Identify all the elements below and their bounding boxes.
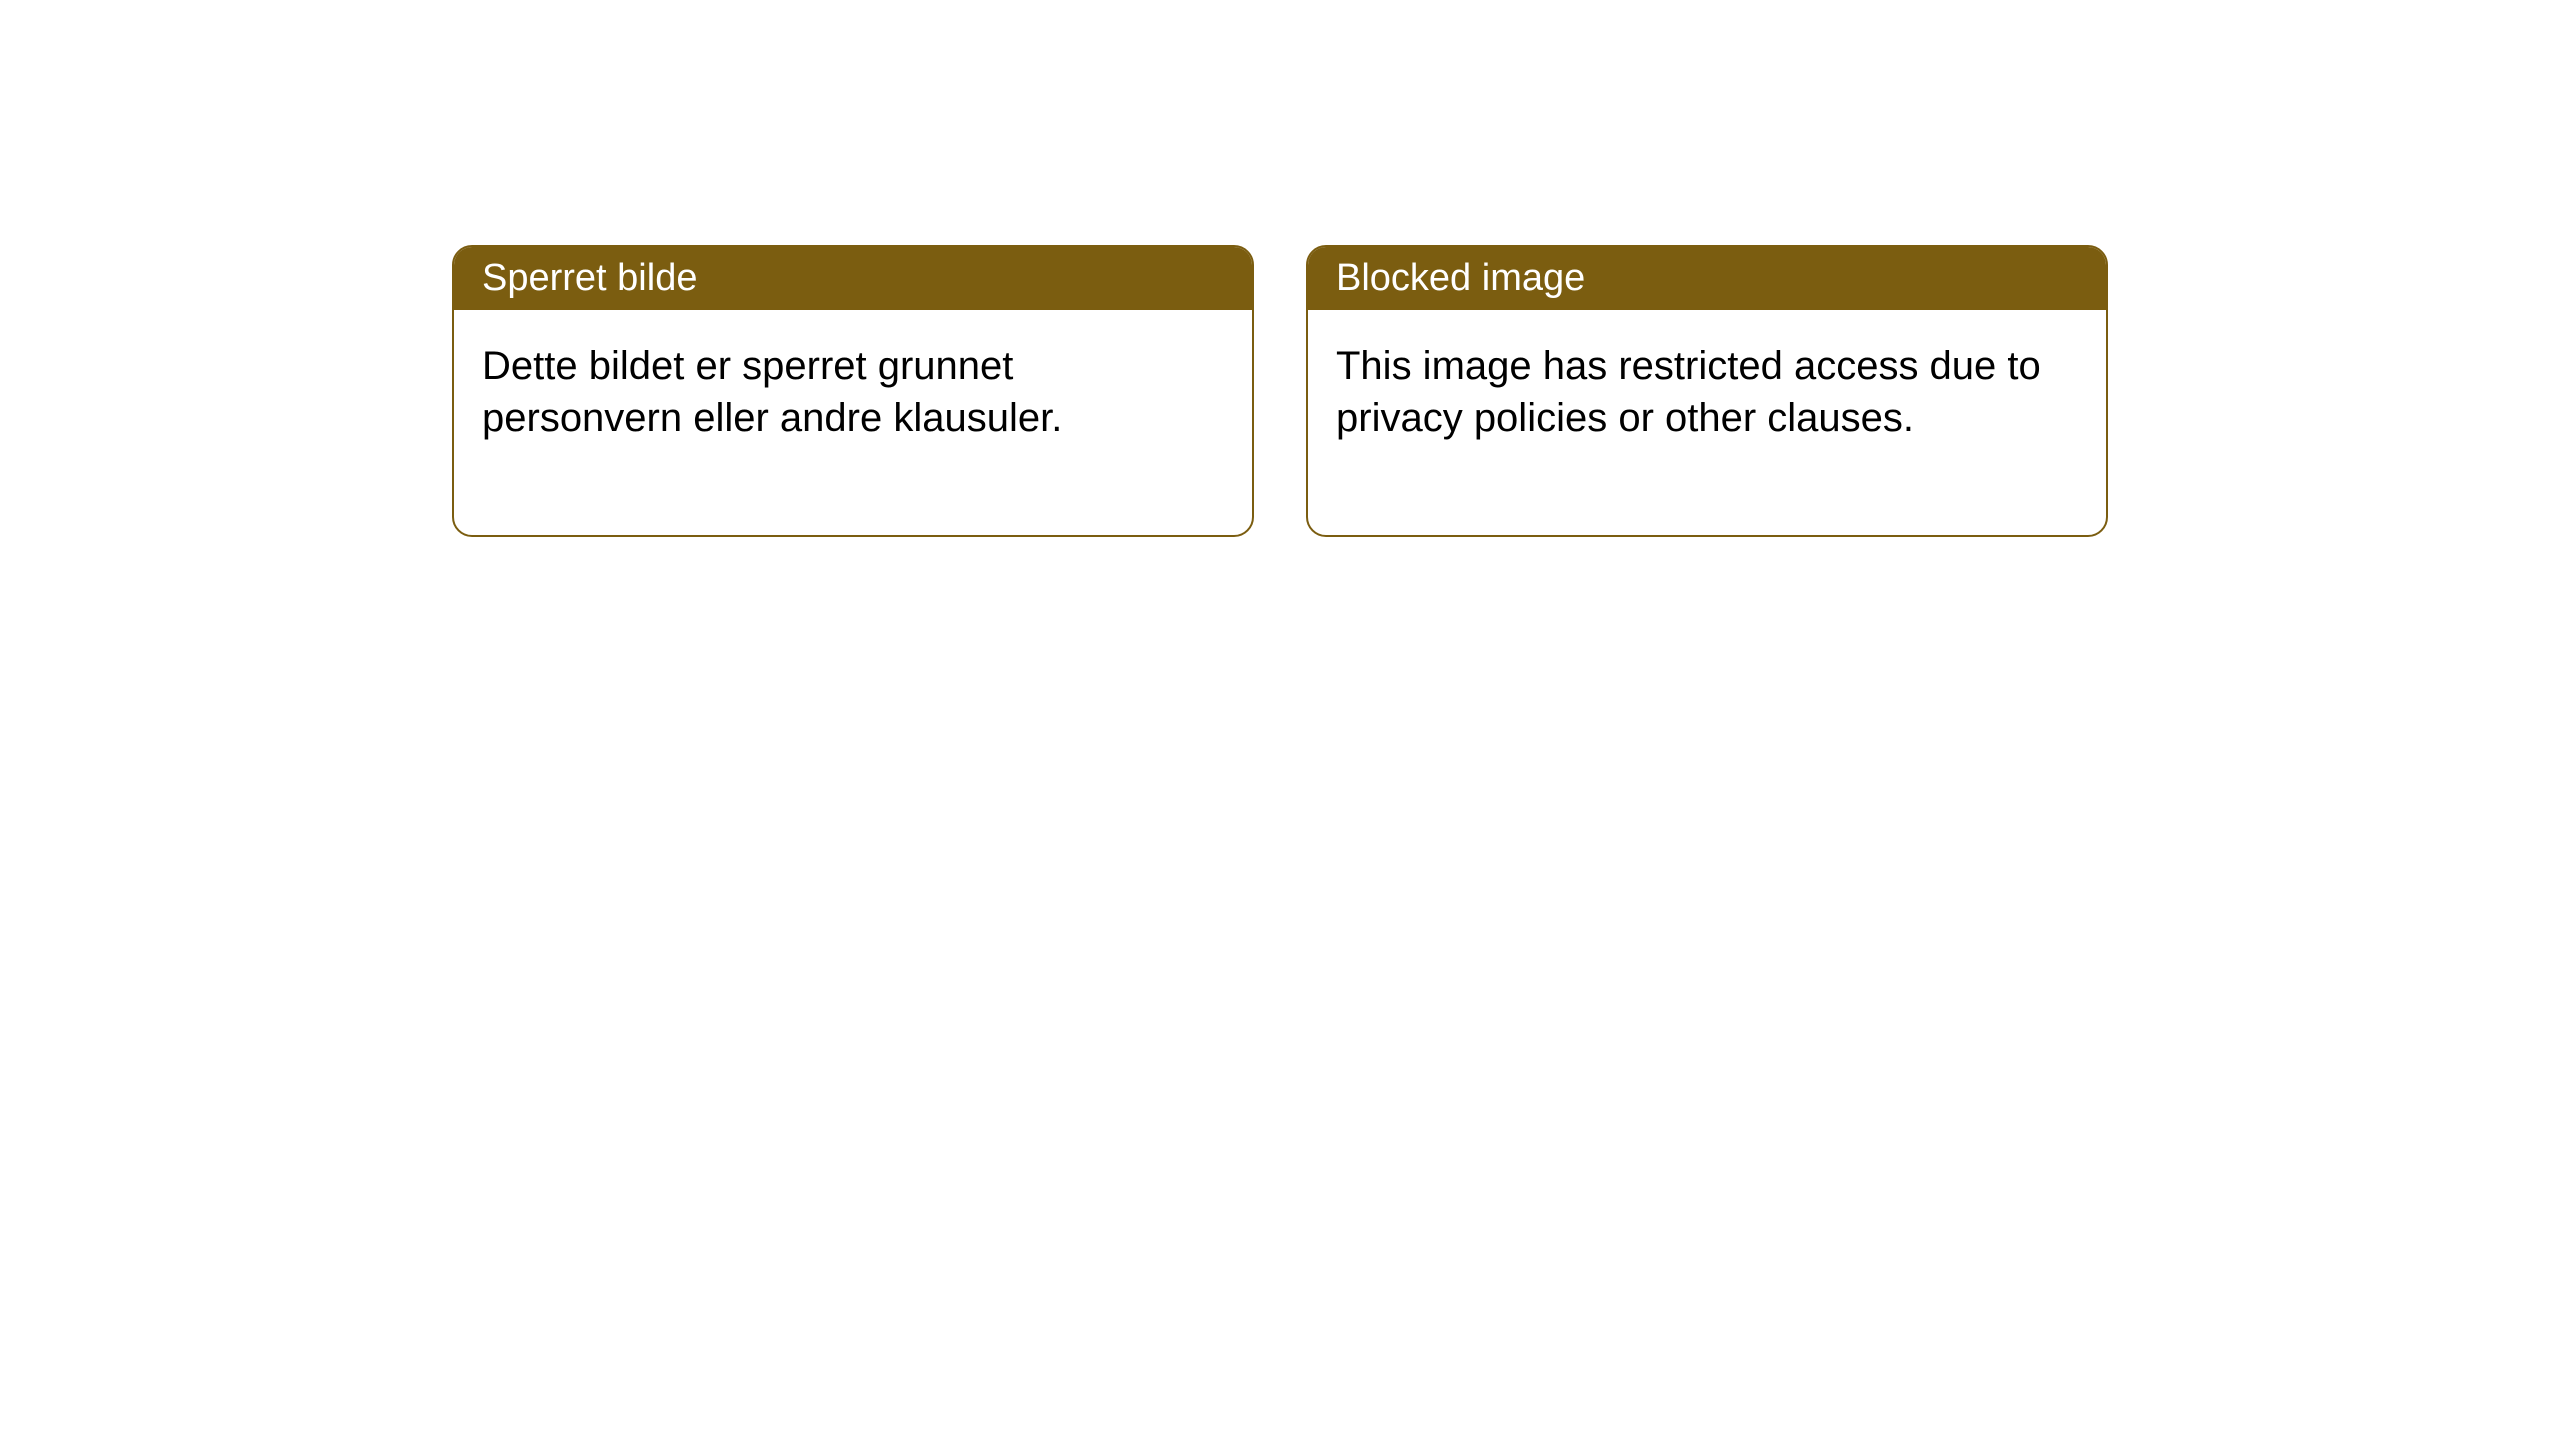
- notice-text-english: This image has restricted access due to …: [1336, 344, 2041, 440]
- notice-header-english: Blocked image: [1308, 247, 2106, 310]
- notice-card-norwegian: Sperret bilde Dette bildet er sperret gr…: [452, 245, 1254, 537]
- notice-title-english: Blocked image: [1336, 257, 1585, 299]
- notice-container: Sperret bilde Dette bildet er sperret gr…: [452, 245, 2108, 537]
- notice-title-norwegian: Sperret bilde: [482, 257, 697, 299]
- notice-text-norwegian: Dette bildet er sperret grunnet personve…: [482, 344, 1062, 440]
- notice-card-english: Blocked image This image has restricted …: [1306, 245, 2108, 537]
- notice-body-english: This image has restricted access due to …: [1308, 310, 2106, 535]
- notice-header-norwegian: Sperret bilde: [454, 247, 1252, 310]
- notice-body-norwegian: Dette bildet er sperret grunnet personve…: [454, 310, 1252, 535]
